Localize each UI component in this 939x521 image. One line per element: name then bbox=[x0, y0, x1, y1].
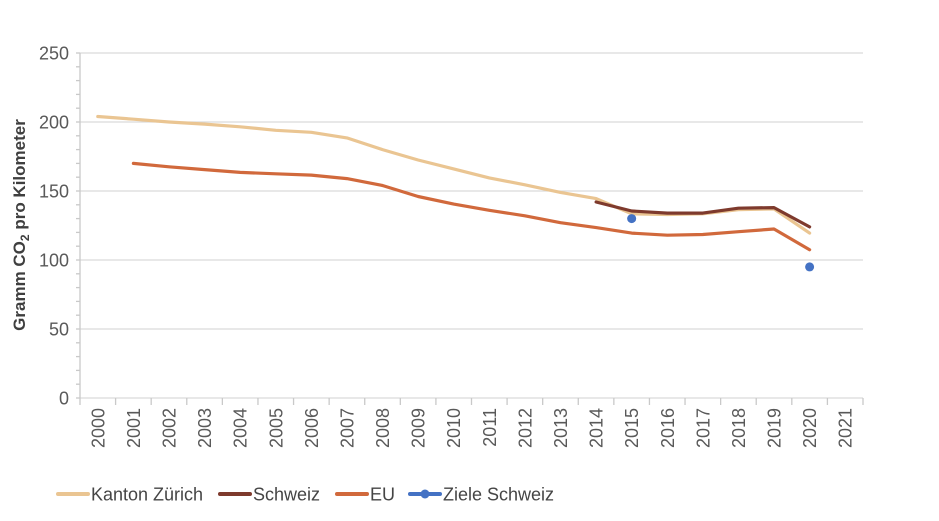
legend-swatch-marker bbox=[420, 489, 430, 499]
target-point-2015 bbox=[627, 214, 637, 224]
y-axis-title-post: pro Kilometer bbox=[10, 119, 29, 235]
y-tick-label: 150 bbox=[39, 182, 69, 202]
x-tick-label: 2014 bbox=[587, 408, 607, 448]
x-tick-label: 2019 bbox=[765, 408, 785, 448]
x-tick-label: 2015 bbox=[622, 408, 642, 448]
x-tick-label: 2003 bbox=[195, 408, 215, 448]
x-tick-label: 2009 bbox=[409, 408, 429, 448]
x-tick-label: 2001 bbox=[124, 408, 144, 448]
x-tick-label: 2004 bbox=[231, 408, 251, 448]
x-tick-label: 2012 bbox=[515, 408, 535, 448]
x-tick-label: 2005 bbox=[266, 408, 286, 448]
y-tick-label: 200 bbox=[39, 113, 69, 133]
legend-item-label: Ziele Schweiz bbox=[443, 485, 554, 505]
y-tick-label: 0 bbox=[59, 389, 69, 409]
x-tick-label: 2010 bbox=[444, 408, 464, 448]
legend-item-label: EU bbox=[370, 485, 395, 505]
series-line-eu bbox=[131, 161, 812, 252]
x-tick-label: 2002 bbox=[159, 408, 179, 448]
x-tick-label: 2000 bbox=[88, 408, 108, 448]
x-tick-label: 2018 bbox=[729, 408, 749, 448]
y-axis-title-sub: 2 bbox=[18, 234, 32, 241]
x-tick-label: 2016 bbox=[658, 408, 678, 448]
legend-item-label: Kanton Zürich bbox=[91, 485, 203, 505]
x-tick-label: 2007 bbox=[337, 408, 357, 448]
x-tick-label: 2011 bbox=[480, 408, 500, 447]
target-point-2020 bbox=[805, 262, 815, 272]
x-tick-label: 2021 bbox=[836, 408, 856, 448]
y-tick-label: 50 bbox=[49, 320, 69, 340]
x-tick-label: 2017 bbox=[693, 408, 713, 448]
x-tick-label: 2006 bbox=[302, 408, 322, 448]
y-axis-title-pre: Gramm CO bbox=[10, 241, 29, 331]
legend-item-label: Schweiz bbox=[253, 485, 320, 505]
x-tick-label: 2020 bbox=[800, 408, 820, 448]
x-tick-label: 2013 bbox=[551, 408, 571, 448]
y-axis-title: Gramm CO2 pro Kilometer bbox=[10, 119, 32, 331]
y-tick-label: 250 bbox=[39, 44, 69, 64]
series-line-schweiz bbox=[594, 200, 812, 229]
y-tick-label: 100 bbox=[39, 251, 69, 271]
x-tick-label: 2008 bbox=[373, 408, 393, 448]
series-line-kanton-z-rich bbox=[96, 114, 812, 235]
